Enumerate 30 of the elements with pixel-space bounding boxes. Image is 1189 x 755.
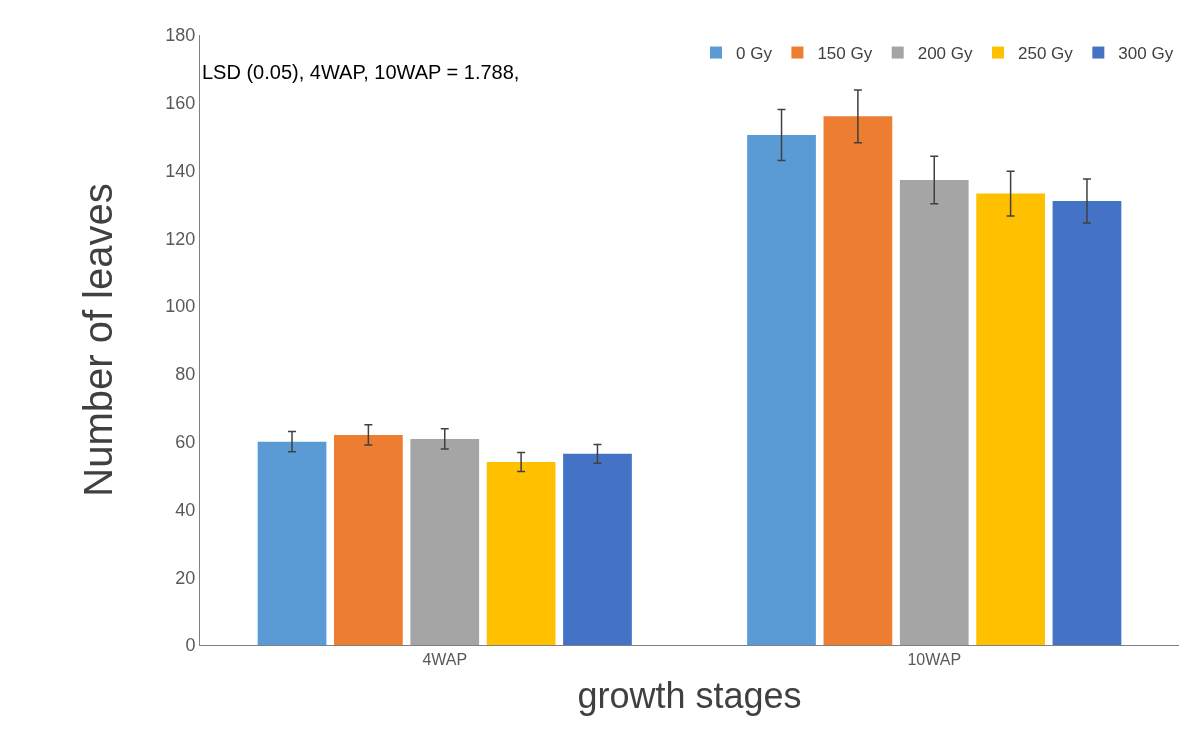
y-tick-label: 100	[165, 296, 196, 317]
bar	[563, 453, 632, 645]
y-tick-label: 0	[185, 635, 196, 656]
bar	[976, 193, 1045, 645]
y-tick-label: 140	[165, 160, 196, 181]
x-tick-label: 10WAP	[907, 651, 962, 669]
y-tick-label: 20	[175, 567, 196, 588]
bar	[410, 438, 480, 645]
legend-label: 0 Gy	[736, 44, 773, 64]
bar	[823, 116, 893, 645]
legend-label: 150 Gy	[817, 44, 873, 64]
x-tick-label: 4WAP	[422, 651, 468, 669]
bar	[747, 134, 816, 645]
y-tick-label: 40	[175, 499, 196, 520]
x-axis-title: growth stages	[577, 674, 802, 716]
bar	[899, 180, 969, 645]
legend-label: 250 Gy	[1018, 44, 1074, 64]
bar	[486, 462, 556, 645]
y-tick-label: 120	[165, 228, 196, 249]
y-axis-title: Number of leaves	[75, 183, 120, 497]
legend-label: 200 Gy	[917, 44, 974, 64]
y-tick-label: 60	[175, 431, 196, 452]
legend-label: 300 Gy	[1118, 44, 1174, 64]
y-tick-label: 80	[175, 364, 196, 385]
annotation: LSD (0.05), 4WAP, 10WAP = 1.788,	[202, 61, 520, 83]
y-tick-label: 160	[165, 93, 196, 114]
bar	[334, 434, 403, 645]
y-tick-label: 180	[165, 25, 196, 46]
bar	[257, 441, 327, 645]
bar	[1052, 201, 1122, 645]
